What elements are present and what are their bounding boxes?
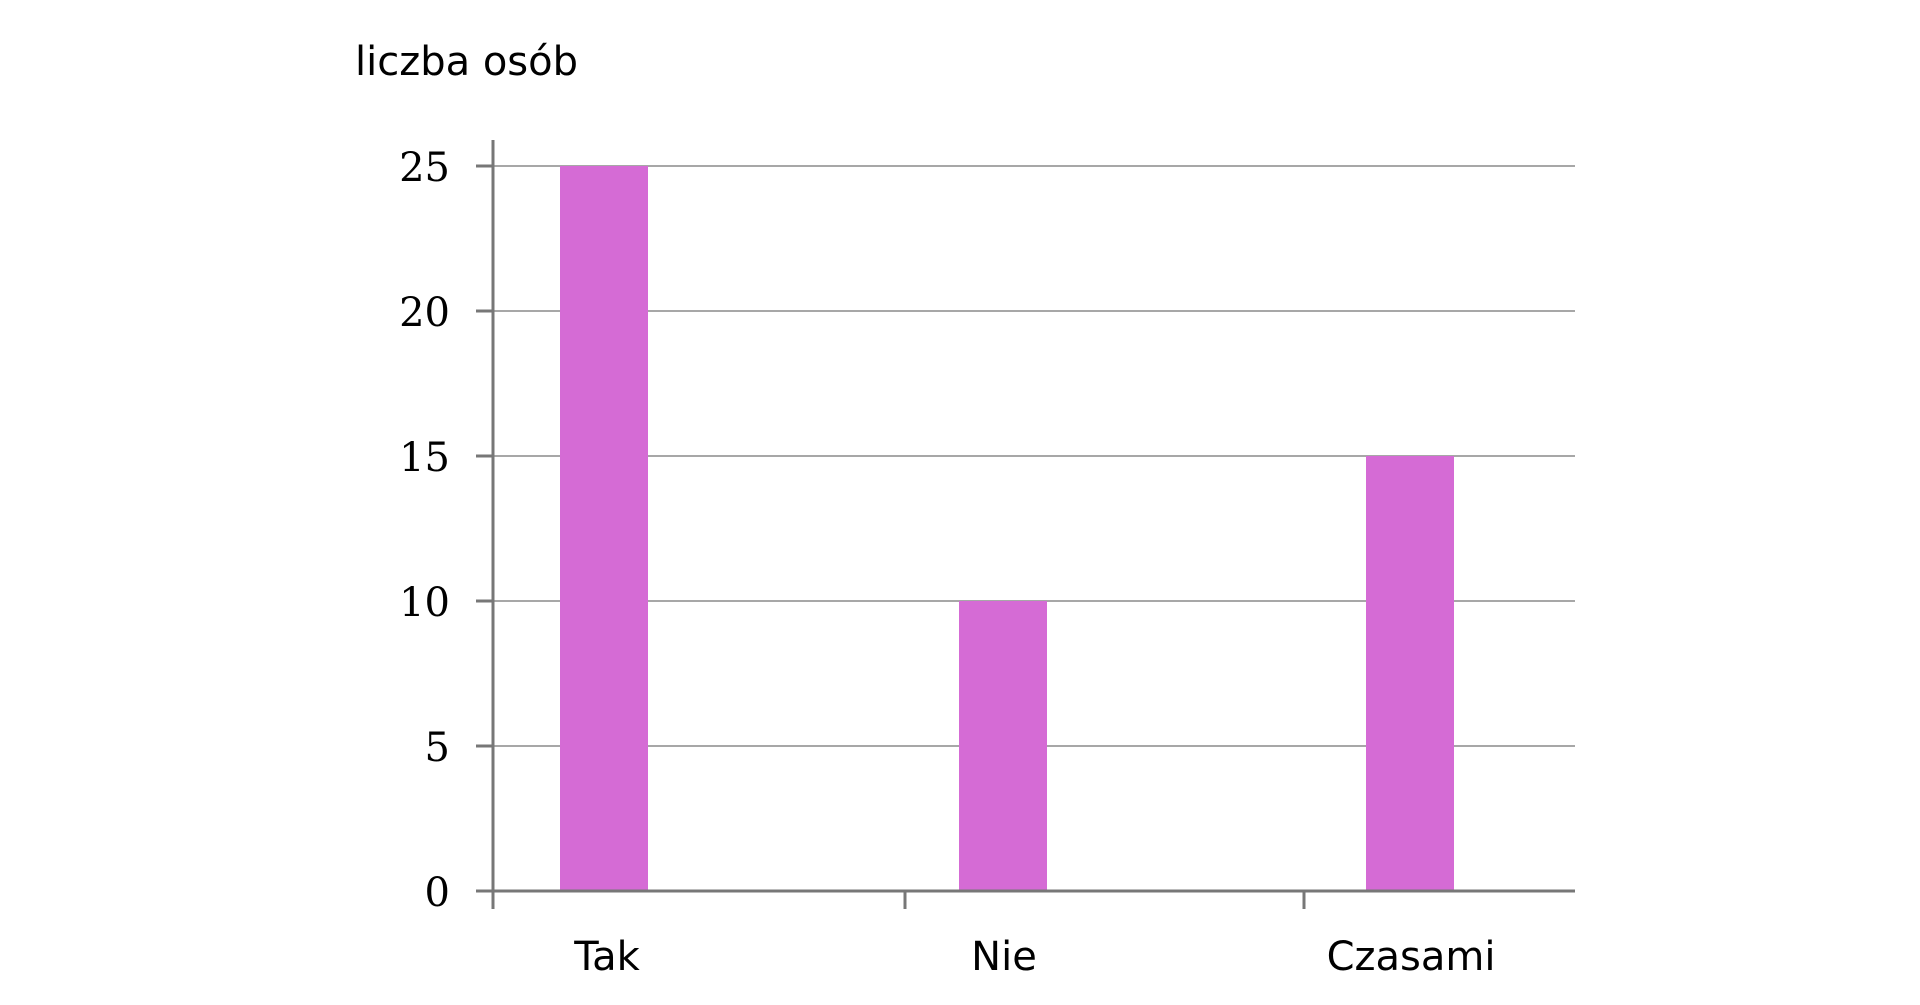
y-axis-label: liczba osób (355, 39, 578, 85)
x-tick-label: Tak (573, 934, 640, 980)
y-tick-label: 25 (399, 145, 450, 191)
y-tick-label: 10 (399, 580, 450, 626)
bars (560, 166, 1454, 891)
y-tick-label: 15 (399, 435, 450, 481)
y-tick-label: 5 (425, 725, 450, 771)
y-tick-labels: 0 5 10 15 20 25 (399, 145, 450, 916)
bar-nie (959, 601, 1047, 891)
y-tick-label: 0 (425, 870, 450, 916)
x-tick-label: Czasami (1327, 934, 1496, 980)
y-tick-label: 20 (399, 290, 450, 336)
bar-czasami (1366, 456, 1454, 891)
axes (476, 140, 1575, 909)
x-tick-labels: Tak Nie Czasami (573, 934, 1495, 980)
bar-tak (560, 166, 648, 891)
x-tick-label: Nie (971, 934, 1037, 980)
